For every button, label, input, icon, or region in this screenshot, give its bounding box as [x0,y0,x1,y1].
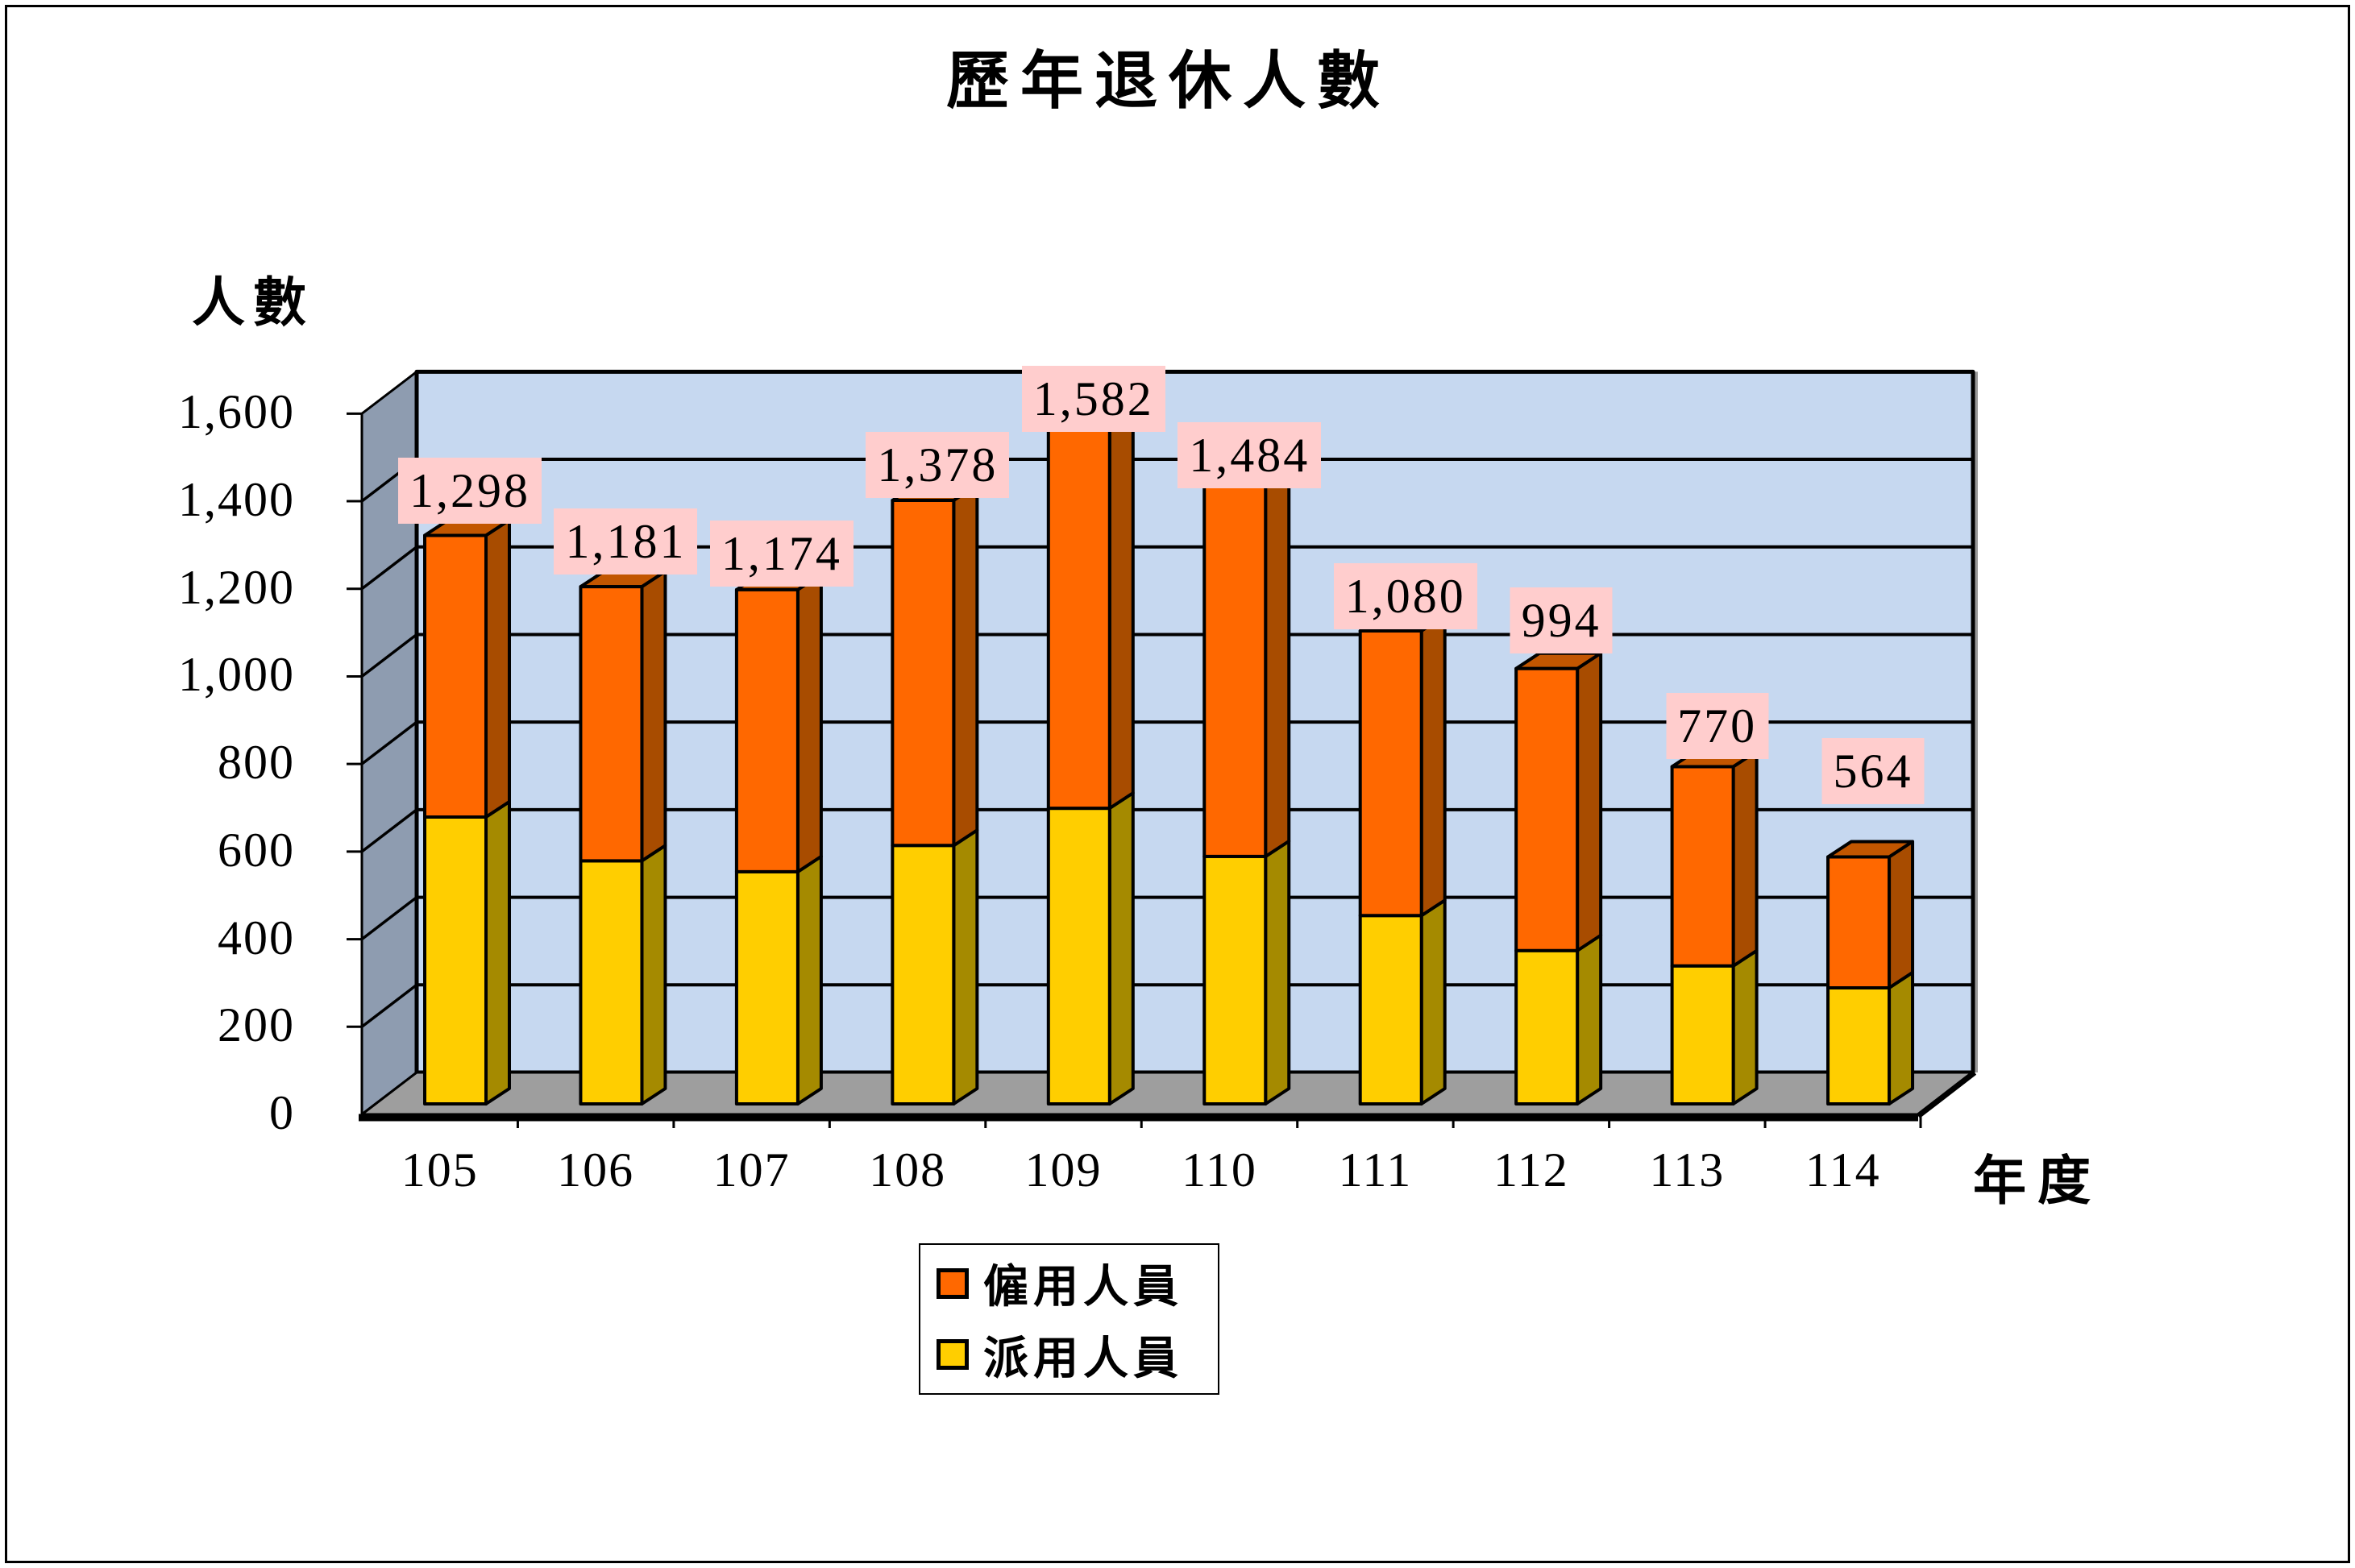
bar-total-label-105: 1,298 [398,458,542,525]
x-category-label-113: 113 [1649,1143,1726,1197]
x-category-label-107: 107 [712,1143,791,1197]
y-tick-label-400: 400 [218,911,295,964]
chart-title: 歷年退休人數 [945,46,1392,116]
x-category-label-106: 106 [557,1143,635,1197]
legend-swatch-assigned-staff-icon [937,1339,969,1371]
y-tick-label-600: 600 [218,823,295,877]
bar-total-label-110: 1,484 [1178,422,1322,489]
y-tick-label-0: 0 [269,1086,295,1139]
legend: 僱用人員 派用人員 [919,1243,1219,1395]
legend-label-hired-staff: 僱用人員 [983,1263,1183,1313]
bar-total-label-109: 1,582 [1021,366,1165,433]
legend-item-assigned-staff: 派用人員 [937,1322,1218,1388]
bar-total-label-113: 770 [1666,693,1769,760]
x-category-label-112: 112 [1493,1143,1569,1197]
y-tick-label-800: 800 [218,736,295,790]
y-tick-label-1400: 1,400 [178,473,295,527]
y-tick-label-1000: 1,000 [178,648,295,702]
y-axis-title: 人數 [192,274,314,333]
y-tick-label-1600: 1,600 [178,385,295,439]
bar-total-label-108: 1,378 [866,432,1010,498]
x-category-label-114: 114 [1805,1143,1881,1197]
y-tick-label-200: 200 [218,998,295,1052]
bar-total-label-111: 1,080 [1333,562,1477,629]
x-category-label-105: 105 [401,1143,479,1197]
bar-total-label-107: 1,174 [709,520,854,587]
bar-total-label-106: 1,181 [554,508,698,575]
legend-label-assigned-staff: 派用人員 [983,1334,1183,1384]
x-category-label-110: 110 [1182,1143,1257,1197]
page-border [5,5,2350,1563]
legend-swatch-hired-staff-icon [937,1267,969,1299]
y-tick-label-1200: 1,200 [178,560,295,614]
x-category-label-108: 108 [869,1143,947,1197]
x-category-label-111: 111 [1338,1143,1413,1197]
x-axis-title: 年度 [1973,1152,2102,1211]
bar-total-label-114: 564 [1821,738,1925,805]
legend-item-hired-staff: 僱用人員 [937,1251,1218,1316]
x-category-label-109: 109 [1024,1143,1103,1197]
bar-total-label-112: 994 [1510,587,1613,653]
